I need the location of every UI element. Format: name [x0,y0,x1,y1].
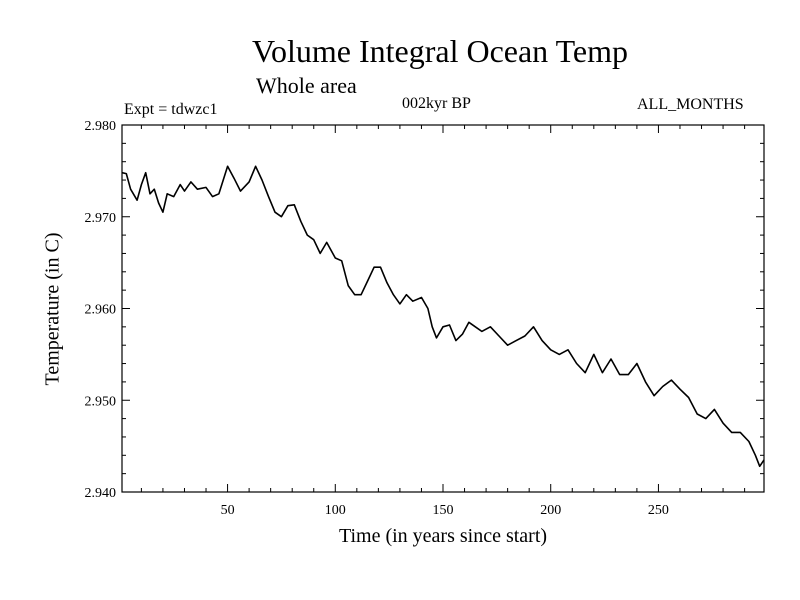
tick-labels: 50 100 150 200 250 2.940 2.950 2.960 2.970 2.980 [85,119,669,518]
x-tick-label: 50 [221,503,235,518]
experiment-label: Expt = tdwzc1 [124,101,218,118]
x-tick-label: 100 [325,503,346,518]
x-tick-label: 200 [540,503,561,518]
plot-frame [121,124,765,493]
series-line [121,165,765,468]
y-tick-label: 2.970 [85,211,117,226]
x-tick-label: 250 [648,503,669,518]
chart-title: Volume Integral Ocean Temp [251,33,628,69]
y-tick-label: 2.980 [85,119,117,134]
period-label: 002kyr BP [402,95,471,112]
y-tick-label: 2.940 [85,486,117,501]
chart-subtitle: Whole area [256,73,357,98]
y-tick-label: 2.950 [85,394,117,409]
x-tick-label: 150 [433,503,454,518]
x-axis-label: Time (in years since start) [338,525,548,547]
axis-ticks [122,124,764,493]
months-label: ALL_MONTHS [637,96,744,113]
y-tick-label: 2.960 [85,303,117,318]
series-group [121,165,765,468]
